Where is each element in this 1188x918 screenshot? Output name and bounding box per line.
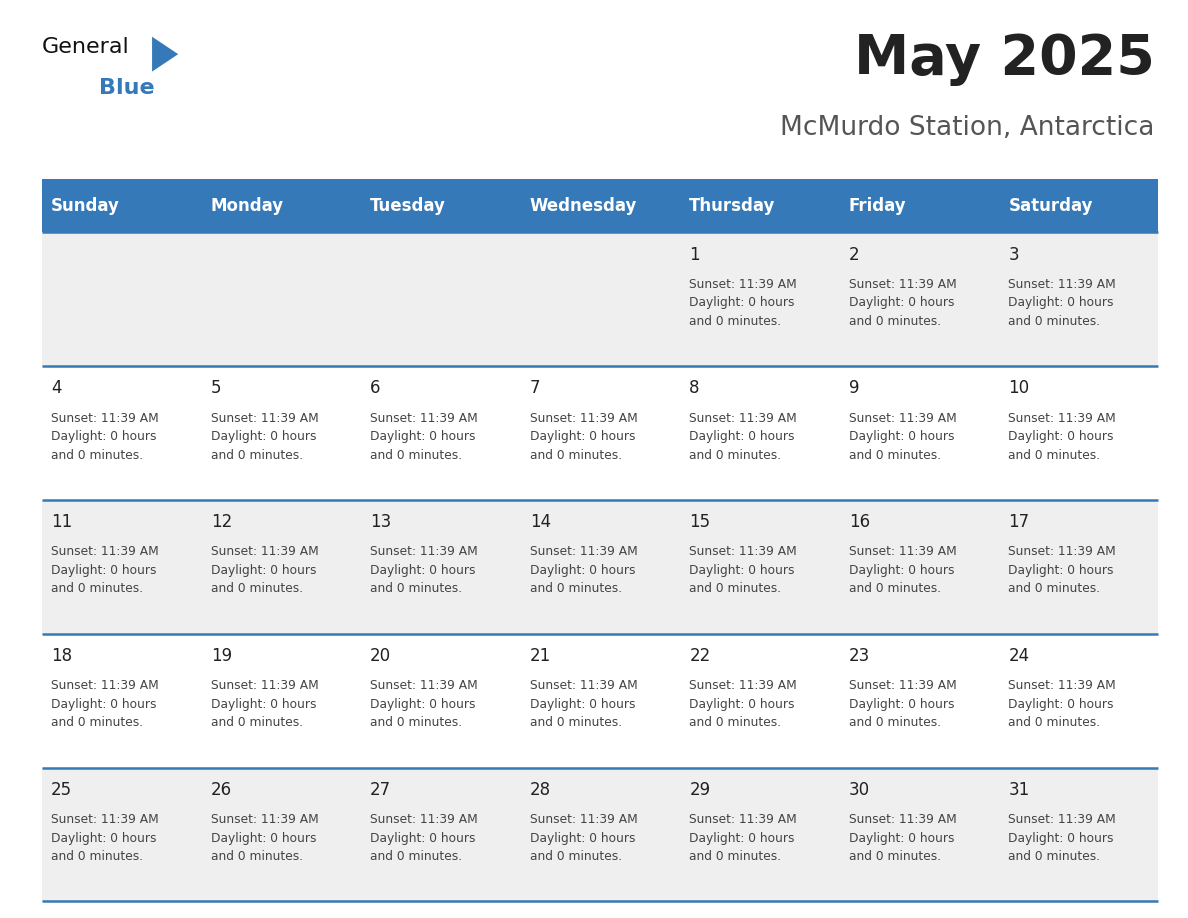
Text: 5: 5 [210,379,221,397]
Text: Tuesday: Tuesday [371,196,446,215]
Text: 17: 17 [1009,513,1030,532]
Text: Sunset: 11:39 AM
Daylight: 0 hours
and 0 minutes.: Sunset: 11:39 AM Daylight: 0 hours and 0… [210,813,318,863]
Text: 31: 31 [1009,781,1030,799]
Text: General: General [42,37,129,57]
Text: 21: 21 [530,647,551,666]
Text: Sunset: 11:39 AM
Daylight: 0 hours
and 0 minutes.: Sunset: 11:39 AM Daylight: 0 hours and 0… [371,813,478,863]
Text: 15: 15 [689,513,710,532]
Text: 30: 30 [848,781,870,799]
Text: Sunset: 11:39 AM
Daylight: 0 hours
and 0 minutes.: Sunset: 11:39 AM Daylight: 0 hours and 0… [689,813,797,863]
FancyBboxPatch shape [42,232,1158,366]
Text: Sunset: 11:39 AM
Daylight: 0 hours
and 0 minutes.: Sunset: 11:39 AM Daylight: 0 hours and 0… [51,411,159,462]
Text: 1: 1 [689,246,700,263]
Text: 11: 11 [51,513,72,532]
Text: Sunset: 11:39 AM
Daylight: 0 hours
and 0 minutes.: Sunset: 11:39 AM Daylight: 0 hours and 0… [51,679,159,729]
FancyBboxPatch shape [680,179,839,232]
Text: 29: 29 [689,781,710,799]
Text: Sunset: 11:39 AM
Daylight: 0 hours
and 0 minutes.: Sunset: 11:39 AM Daylight: 0 hours and 0… [848,278,956,328]
FancyBboxPatch shape [361,179,520,232]
Text: Sunset: 11:39 AM
Daylight: 0 hours
and 0 minutes.: Sunset: 11:39 AM Daylight: 0 hours and 0… [530,545,638,596]
Text: Sunset: 11:39 AM
Daylight: 0 hours
and 0 minutes.: Sunset: 11:39 AM Daylight: 0 hours and 0… [51,545,159,596]
Text: 4: 4 [51,379,62,397]
Text: 26: 26 [210,781,232,799]
Text: Blue: Blue [99,78,154,98]
Text: Sunset: 11:39 AM
Daylight: 0 hours
and 0 minutes.: Sunset: 11:39 AM Daylight: 0 hours and 0… [371,545,478,596]
Text: May 2025: May 2025 [854,32,1155,86]
Text: Sunset: 11:39 AM
Daylight: 0 hours
and 0 minutes.: Sunset: 11:39 AM Daylight: 0 hours and 0… [210,679,318,729]
Text: 3: 3 [1009,246,1019,263]
Text: Sunset: 11:39 AM
Daylight: 0 hours
and 0 minutes.: Sunset: 11:39 AM Daylight: 0 hours and 0… [530,813,638,863]
FancyBboxPatch shape [520,179,680,232]
FancyBboxPatch shape [42,767,1158,901]
FancyBboxPatch shape [42,500,1158,633]
Text: 19: 19 [210,647,232,666]
Text: 18: 18 [51,647,72,666]
FancyBboxPatch shape [42,633,1158,767]
FancyBboxPatch shape [839,179,999,232]
Text: Sunset: 11:39 AM
Daylight: 0 hours
and 0 minutes.: Sunset: 11:39 AM Daylight: 0 hours and 0… [371,411,478,462]
Text: Sunset: 11:39 AM
Daylight: 0 hours
and 0 minutes.: Sunset: 11:39 AM Daylight: 0 hours and 0… [530,411,638,462]
Text: Thursday: Thursday [689,196,776,215]
Text: Sunday: Sunday [51,196,120,215]
Text: Sunset: 11:39 AM
Daylight: 0 hours
and 0 minutes.: Sunset: 11:39 AM Daylight: 0 hours and 0… [689,545,797,596]
Text: Sunset: 11:39 AM
Daylight: 0 hours
and 0 minutes.: Sunset: 11:39 AM Daylight: 0 hours and 0… [1009,545,1116,596]
Text: Sunset: 11:39 AM
Daylight: 0 hours
and 0 minutes.: Sunset: 11:39 AM Daylight: 0 hours and 0… [848,813,956,863]
Text: 28: 28 [530,781,551,799]
Text: 9: 9 [848,379,859,397]
Text: Sunset: 11:39 AM
Daylight: 0 hours
and 0 minutes.: Sunset: 11:39 AM Daylight: 0 hours and 0… [210,545,318,596]
Text: Sunset: 11:39 AM
Daylight: 0 hours
and 0 minutes.: Sunset: 11:39 AM Daylight: 0 hours and 0… [848,411,956,462]
Text: Monday: Monday [210,196,284,215]
Text: Sunset: 11:39 AM
Daylight: 0 hours
and 0 minutes.: Sunset: 11:39 AM Daylight: 0 hours and 0… [1009,813,1116,863]
Polygon shape [152,37,178,72]
Text: Friday: Friday [848,196,906,215]
Text: Saturday: Saturday [1009,196,1093,215]
Text: 14: 14 [530,513,551,532]
Text: 2: 2 [848,246,859,263]
Text: Wednesday: Wednesday [530,196,637,215]
Text: 24: 24 [1009,647,1030,666]
Text: Sunset: 11:39 AM
Daylight: 0 hours
and 0 minutes.: Sunset: 11:39 AM Daylight: 0 hours and 0… [848,679,956,729]
Text: 27: 27 [371,781,391,799]
Text: Sunset: 11:39 AM
Daylight: 0 hours
and 0 minutes.: Sunset: 11:39 AM Daylight: 0 hours and 0… [210,411,318,462]
Text: 10: 10 [1009,379,1030,397]
Text: Sunset: 11:39 AM
Daylight: 0 hours
and 0 minutes.: Sunset: 11:39 AM Daylight: 0 hours and 0… [1009,679,1116,729]
FancyBboxPatch shape [42,366,1158,500]
Text: 25: 25 [51,781,72,799]
FancyBboxPatch shape [999,179,1158,232]
Text: Sunset: 11:39 AM
Daylight: 0 hours
and 0 minutes.: Sunset: 11:39 AM Daylight: 0 hours and 0… [530,679,638,729]
Text: Sunset: 11:39 AM
Daylight: 0 hours
and 0 minutes.: Sunset: 11:39 AM Daylight: 0 hours and 0… [848,545,956,596]
Text: Sunset: 11:39 AM
Daylight: 0 hours
and 0 minutes.: Sunset: 11:39 AM Daylight: 0 hours and 0… [51,813,159,863]
Text: McMurdo Station, Antarctica: McMurdo Station, Antarctica [781,115,1155,140]
Text: 8: 8 [689,379,700,397]
Text: 13: 13 [371,513,392,532]
Text: 12: 12 [210,513,232,532]
Text: 22: 22 [689,647,710,666]
Text: 7: 7 [530,379,541,397]
FancyBboxPatch shape [42,179,201,232]
Text: Sunset: 11:39 AM
Daylight: 0 hours
and 0 minutes.: Sunset: 11:39 AM Daylight: 0 hours and 0… [371,679,478,729]
Text: 23: 23 [848,647,870,666]
FancyBboxPatch shape [201,179,361,232]
Text: Sunset: 11:39 AM
Daylight: 0 hours
and 0 minutes.: Sunset: 11:39 AM Daylight: 0 hours and 0… [689,679,797,729]
Text: Sunset: 11:39 AM
Daylight: 0 hours
and 0 minutes.: Sunset: 11:39 AM Daylight: 0 hours and 0… [689,411,797,462]
Text: 6: 6 [371,379,380,397]
Text: Sunset: 11:39 AM
Daylight: 0 hours
and 0 minutes.: Sunset: 11:39 AM Daylight: 0 hours and 0… [1009,278,1116,328]
Text: Sunset: 11:39 AM
Daylight: 0 hours
and 0 minutes.: Sunset: 11:39 AM Daylight: 0 hours and 0… [689,278,797,328]
Text: 20: 20 [371,647,391,666]
Text: Sunset: 11:39 AM
Daylight: 0 hours
and 0 minutes.: Sunset: 11:39 AM Daylight: 0 hours and 0… [1009,411,1116,462]
Text: 16: 16 [848,513,870,532]
